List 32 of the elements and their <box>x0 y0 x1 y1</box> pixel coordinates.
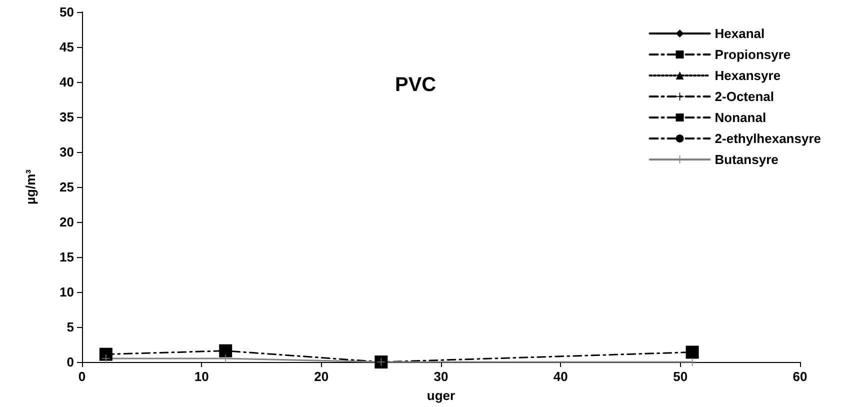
legend-label: 2-Octenal <box>714 89 774 104</box>
point <box>99 348 112 361</box>
legend-label: 2-ethylhexansyre <box>714 131 822 146</box>
y-tick-label: 5 <box>66 320 74 334</box>
x-axis-title: uger <box>426 388 456 403</box>
y-tick-label: 25 <box>60 180 74 194</box>
legend-label: Nonanal <box>714 110 766 125</box>
x-tick-label: 10 <box>194 369 209 384</box>
x-tick-label: 60 <box>792 369 808 384</box>
y-tick-label: 30 <box>60 144 74 160</box>
y-tick-label: 20 <box>60 214 74 230</box>
y-tick-label: 40 <box>60 74 74 90</box>
y-tick-label: 10 <box>60 284 74 300</box>
text: PVC <box>395 74 436 96</box>
x-tick-label: 0 <box>78 369 86 384</box>
point <box>374 356 388 368</box>
y-tick-label: 15 <box>60 250 74 264</box>
point <box>686 346 699 359</box>
y-tick-label: 35 <box>60 110 74 124</box>
x-tick-label: 40 <box>553 369 568 384</box>
legend-label: Propionsyre <box>714 47 791 62</box>
legend-label: Butansyre <box>714 152 778 167</box>
y-tick-label: 45 <box>60 40 74 54</box>
y-tick-label: 0 <box>66 354 74 370</box>
x-tick-label: 20 <box>314 369 329 384</box>
legend-label: Hexanal <box>714 26 765 41</box>
y-axis-title: µg/m³ <box>23 168 38 204</box>
y-tick-label: 50 <box>60 4 74 20</box>
legend-label: Hexansyre <box>714 68 781 83</box>
x-tick-label: 30 <box>434 369 448 384</box>
point <box>219 344 232 358</box>
x-tick-label: 50 <box>673 369 688 384</box>
